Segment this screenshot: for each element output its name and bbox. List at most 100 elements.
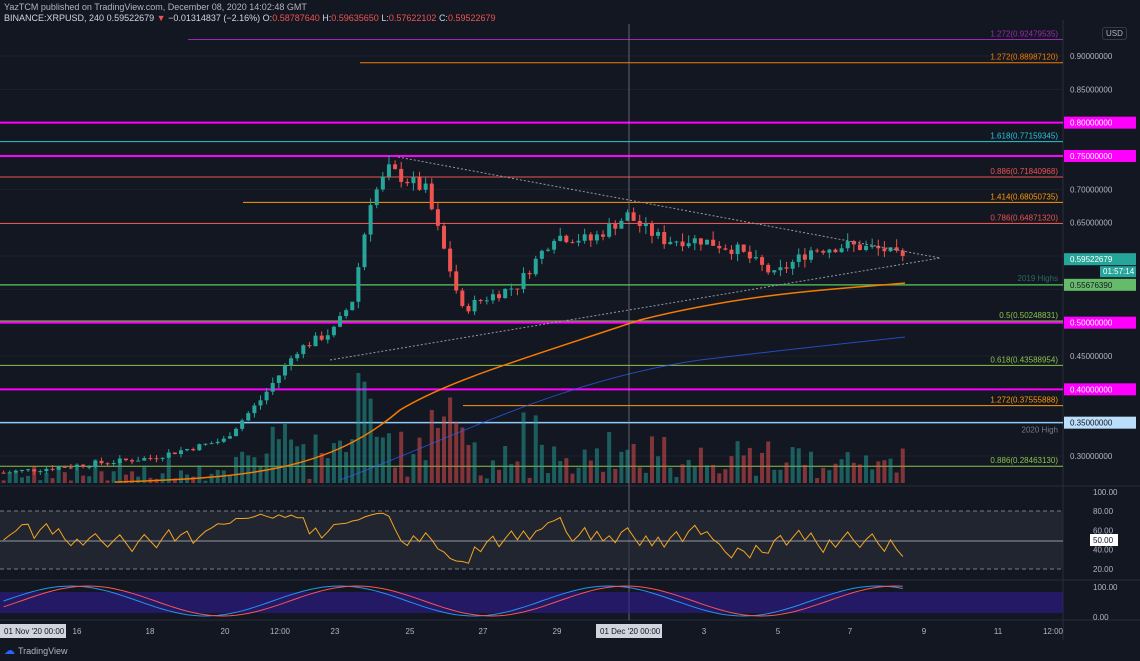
candle-body [490, 294, 495, 301]
candle-body [234, 428, 239, 437]
candle-body [594, 234, 599, 241]
candle-body [772, 270, 777, 273]
fib-label: 0.886(0.28463130) [990, 456, 1058, 465]
volume-bar [674, 476, 679, 483]
candle-body [631, 212, 636, 221]
candle-body [545, 249, 550, 251]
volume-bar [178, 470, 183, 483]
candle-body [435, 209, 440, 226]
candle-body [142, 458, 147, 461]
volume-bar [203, 480, 208, 483]
volume-bar [784, 462, 789, 483]
fib-label: 0.886(0.71840968) [990, 167, 1058, 176]
price-badge [1064, 116, 1136, 129]
candle-body [588, 234, 593, 241]
candle-body [44, 468, 49, 472]
volume-bar [484, 478, 489, 483]
candle-body [130, 460, 135, 462]
volume-bar [698, 447, 703, 483]
currency-button[interactable]: USD [1102, 27, 1127, 40]
price-badge-text: 0.80000000 [1070, 119, 1113, 128]
volume-bar [796, 448, 801, 483]
candle-body [637, 220, 642, 227]
volume-bar [735, 441, 740, 483]
volume-bar [802, 464, 807, 483]
volume-bar [454, 421, 459, 483]
volume-bar [607, 432, 612, 483]
volume-bar [490, 460, 495, 483]
candle-body [527, 273, 532, 275]
volume-bar [649, 436, 654, 483]
volume-bar [448, 397, 453, 483]
stoch-tick: 0.00 [1093, 613, 1109, 622]
volume-bar [815, 478, 820, 483]
candle-body [827, 249, 832, 253]
candle-body [784, 267, 789, 269]
volume-bar [692, 466, 697, 483]
volume-bar [888, 458, 893, 483]
candle-body [484, 300, 489, 302]
candle-body [105, 463, 110, 465]
candle-body [692, 238, 697, 244]
candle-body [282, 365, 287, 376]
candle-body [711, 239, 716, 246]
time-badge-text: 01 Nov '20 00:00 [4, 627, 65, 636]
tradingview-logo[interactable]: ☁ TradingView [4, 644, 68, 657]
volume-bar [845, 452, 850, 483]
candle-body [270, 382, 275, 392]
candle-body [815, 250, 820, 252]
candle-body [319, 335, 324, 340]
volume-bar [87, 476, 92, 483]
time-tick: 27 [479, 627, 488, 636]
volume-bar [258, 466, 263, 483]
volume-bar [417, 437, 422, 483]
volume-bar [344, 452, 349, 483]
candle-body [607, 224, 612, 237]
candle-body [289, 358, 294, 366]
volume-bar [466, 444, 471, 483]
price-badge-text: 0.59522679 [1070, 255, 1113, 264]
volume-bar [643, 472, 648, 483]
candle-body [741, 244, 746, 252]
candle-body [252, 405, 257, 414]
candle-body [362, 234, 367, 268]
candle-body [876, 245, 881, 249]
volume-bar [276, 439, 281, 483]
candle-body [668, 241, 673, 245]
candle-body [148, 458, 153, 460]
candle-body [99, 460, 104, 464]
rsi-line [3, 512, 904, 564]
volume-bar [662, 437, 667, 483]
volume-bar [472, 442, 477, 483]
volume-bar [601, 471, 606, 483]
volume-bar [435, 427, 440, 483]
candle-body [123, 458, 128, 461]
candle-body [576, 240, 581, 243]
candle-body [264, 391, 269, 401]
volume-bar [191, 476, 196, 483]
candle-body [662, 232, 667, 245]
symbol[interactable]: BINANCE:XRPUSD, 240 [4, 13, 105, 23]
candle-body [399, 168, 404, 182]
candle-body [558, 235, 563, 241]
volume-bar [295, 446, 300, 483]
price-badge-text: 0.40000000 [1070, 385, 1113, 394]
volume-bar [833, 463, 838, 483]
volume-bar [729, 456, 734, 483]
time-tick: 5 [776, 627, 781, 636]
candle-body [509, 288, 514, 290]
candle-body [448, 248, 453, 272]
volume-bar [44, 472, 49, 483]
candle-body [833, 249, 838, 253]
candle-body [166, 452, 171, 458]
candle-body [93, 460, 98, 467]
candle-body [778, 267, 783, 271]
candle-body [674, 241, 679, 243]
price-badge-text: 0.35000000 [1070, 419, 1113, 428]
volume-bar [582, 449, 587, 483]
volume-bar [117, 462, 122, 483]
volume-bar [772, 469, 777, 483]
volume-bar [594, 448, 599, 483]
rsi-band [0, 511, 1063, 569]
